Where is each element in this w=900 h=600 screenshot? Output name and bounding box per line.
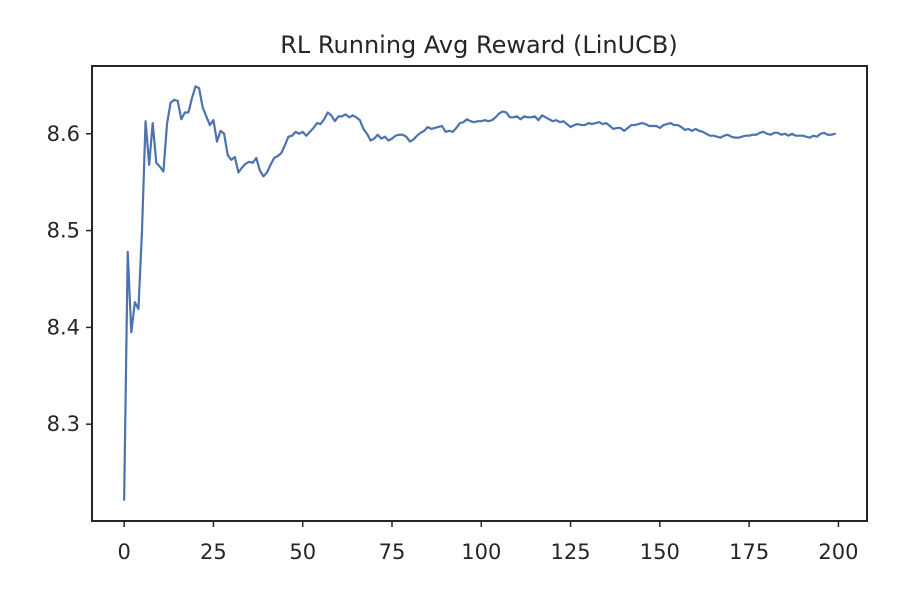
y-tick-label: 8.5 bbox=[47, 219, 80, 243]
y-axis: 8.3 8.4 8.5 8.6 bbox=[47, 122, 92, 436]
series-line bbox=[123, 85, 836, 501]
y-tick-label: 8.3 bbox=[47, 412, 80, 436]
x-tick-label: 25 bbox=[200, 540, 227, 564]
x-tick-label: 50 bbox=[289, 540, 316, 564]
chart-title: RL Running Avg Reward (LinUCB) bbox=[280, 31, 678, 59]
x-tick-label: 200 bbox=[818, 540, 858, 564]
plot-area bbox=[91, 65, 868, 522]
x-axis: 0 25 50 75 100 125 150 175 200 bbox=[117, 521, 858, 564]
y-tick-label: 8.6 bbox=[47, 122, 80, 146]
x-tick-label: 150 bbox=[640, 540, 680, 564]
x-tick-label: 100 bbox=[461, 540, 501, 564]
series-layer bbox=[123, 85, 836, 501]
x-tick-label: 125 bbox=[551, 540, 591, 564]
x-tick-label: 0 bbox=[117, 540, 130, 564]
x-tick-label: 75 bbox=[379, 540, 406, 564]
y-tick-label: 8.4 bbox=[47, 315, 80, 339]
x-tick-label: 175 bbox=[729, 540, 769, 564]
